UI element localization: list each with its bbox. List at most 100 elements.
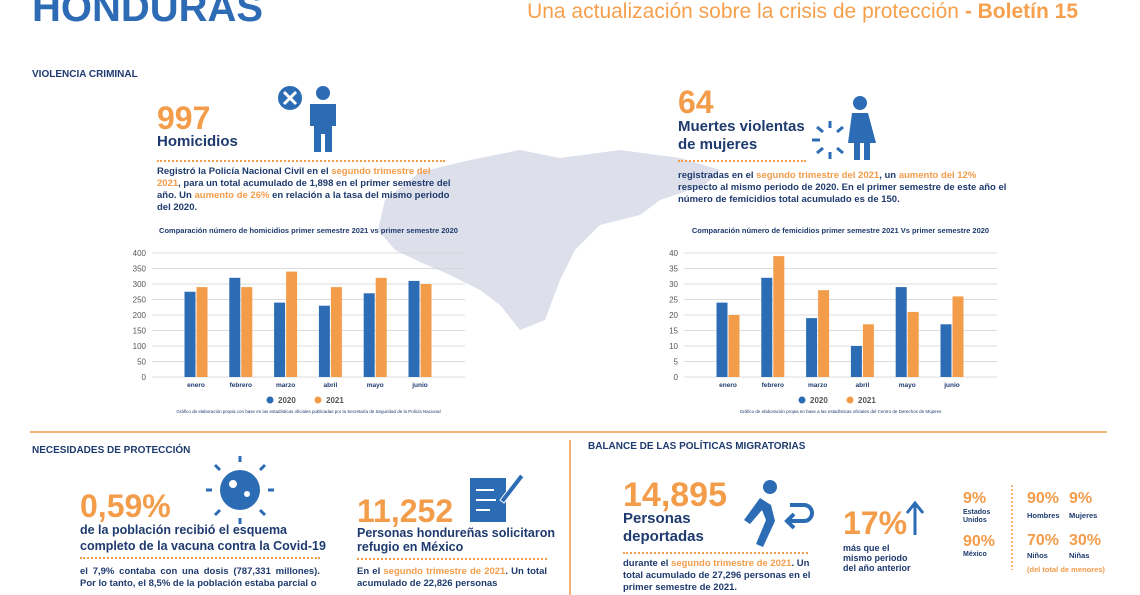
x-tick-label: abril xyxy=(856,382,870,389)
subtitle-text: Una actualización sobre la crisis de pro… xyxy=(527,0,959,23)
bar xyxy=(761,277,773,377)
y-tick-label: 300 xyxy=(133,280,147,289)
text: respecto al mismo periodo de 2020. En el… xyxy=(678,182,1007,205)
stat-label: del año anterior xyxy=(843,563,911,573)
x-tick-label: junio xyxy=(411,382,428,389)
subtitle: Una actualización sobre la crisis de pro… xyxy=(527,0,1078,24)
y-tick-label: 15 xyxy=(669,327,678,336)
demo-label: Hombres xyxy=(1027,511,1060,520)
text: durante el xyxy=(623,558,672,569)
y-tick-label: 250 xyxy=(133,296,147,305)
bar xyxy=(241,287,253,377)
demo-value: 30% xyxy=(1069,532,1102,549)
section-heading: VIOLENCIA CRIMINAL xyxy=(32,69,138,80)
bar xyxy=(420,284,432,377)
text: , para un total acumulado de 1,898 en el… xyxy=(157,178,451,201)
y-tick-label: 35 xyxy=(669,265,678,274)
bar xyxy=(716,302,728,377)
divider xyxy=(678,160,806,162)
x-tick-label: abril xyxy=(324,382,338,389)
legend-marker xyxy=(846,396,854,404)
bar xyxy=(318,305,330,377)
stat-text: En el segundo trimestre de 2021. Un tota… xyxy=(357,566,547,590)
bar xyxy=(363,293,375,377)
bar xyxy=(907,311,919,377)
stat-number: 17% xyxy=(843,505,908,541)
highlight-text: segundo trimestre del 2021 xyxy=(157,166,431,189)
chart-note: Gráfico de elaboración propia con base e… xyxy=(176,409,440,414)
section-heading: NECESIDADES DE PROTECCIÓN xyxy=(32,445,191,456)
demo-note: (del total de menores) xyxy=(1027,565,1105,574)
stat-label: Muertes violentas xyxy=(678,118,805,135)
section-heading: BALANCE DE LAS POLÍTICAS MIGRATORIAS xyxy=(588,441,806,452)
chart: Comparación número de homicidios primer … xyxy=(133,226,465,414)
divider xyxy=(80,557,320,559)
x-tick-label: mayo xyxy=(899,382,916,389)
bar xyxy=(375,277,387,377)
bar xyxy=(850,346,862,377)
destino-label: Estados xyxy=(963,509,991,516)
highlight-text: segundo trimestre del 2021 xyxy=(756,170,880,181)
y-tick-label: 40 xyxy=(669,249,678,258)
stat-number: 0,59% xyxy=(80,488,171,524)
chart: Comparación número de femicidios primer … xyxy=(669,226,997,414)
legend-label: 2020 xyxy=(278,396,296,405)
subtitle-bold: - Boletín 15 xyxy=(964,0,1078,23)
y-tick-label: 0 xyxy=(674,373,679,382)
demo-label: Niños xyxy=(1027,551,1048,560)
bar xyxy=(274,302,286,377)
x-tick-label: febrero xyxy=(230,382,252,389)
stat-text: registradas en el segundo trimestre del … xyxy=(678,170,1008,206)
y-tick-label: 0 xyxy=(142,373,147,382)
text: Registró la Policía Nacional Civil en el xyxy=(157,166,332,177)
stat-label: Personas hondureñas solicitaron xyxy=(357,526,555,540)
text: registradas en el xyxy=(678,170,757,181)
bar xyxy=(728,315,740,377)
bar xyxy=(818,290,830,377)
demo-label: Niñas xyxy=(1069,551,1090,560)
bar xyxy=(895,287,907,377)
legend-label: 2021 xyxy=(858,396,876,405)
stat-label: refugio en México xyxy=(357,540,464,554)
bar xyxy=(952,296,964,377)
legend-marker xyxy=(314,396,322,404)
y-tick-label: 100 xyxy=(133,342,147,351)
text: en relación a la tasa del mismo periodo … xyxy=(157,190,450,213)
stat-text: durante el segundo trimestre de 2021. Un… xyxy=(623,558,811,594)
bar xyxy=(229,277,241,377)
x-tick-label: marzo xyxy=(276,382,295,389)
stat-number: 14,895 xyxy=(623,476,727,514)
divider xyxy=(357,558,547,560)
destino-value: 9% xyxy=(963,490,987,507)
highlight-text: aumento del 12% xyxy=(898,170,977,181)
demo-value: 70% xyxy=(1027,532,1060,549)
stat-text: el 7,9% contaba con una dosis (787,331 m… xyxy=(80,566,320,590)
x-tick-label: marzo xyxy=(808,382,827,389)
chart-title: Comparación número de homicidios primer … xyxy=(159,226,458,235)
stat-number: 64 xyxy=(678,84,714,120)
bar xyxy=(286,271,298,377)
stat-text: Registró la Policía Nacional Civil en el… xyxy=(157,166,452,214)
text: . Un total acumulado de 22,826 personas xyxy=(357,566,547,589)
y-tick-label: 5 xyxy=(674,358,679,367)
y-tick-label: 400 xyxy=(133,249,147,258)
stat-number: 11,252 xyxy=(357,493,454,529)
bar xyxy=(940,324,952,377)
title: HONDURAS xyxy=(32,0,264,30)
chart-title: Comparación número de femicidios primer … xyxy=(692,226,989,235)
stat-label: de mujeres xyxy=(678,136,758,153)
bar xyxy=(196,287,208,377)
highlight-text: segundo trimestre de 2021 xyxy=(383,566,506,577)
destino-label: México xyxy=(963,551,987,558)
stat-label: deportadas xyxy=(623,528,704,545)
stat-label: de la población recibió el esquema xyxy=(80,523,288,537)
y-tick-label: 25 xyxy=(669,296,678,305)
y-tick-label: 20 xyxy=(669,311,678,320)
stat-label: completo de la vacuna contra la Covid-19 xyxy=(80,539,326,553)
y-tick-label: 30 xyxy=(669,280,678,289)
destino-label: Unidos xyxy=(963,517,987,524)
text: , un xyxy=(879,170,899,181)
text: el 7,9% contaba con una dosis (787,331 m… xyxy=(80,566,320,589)
bar xyxy=(184,291,196,377)
